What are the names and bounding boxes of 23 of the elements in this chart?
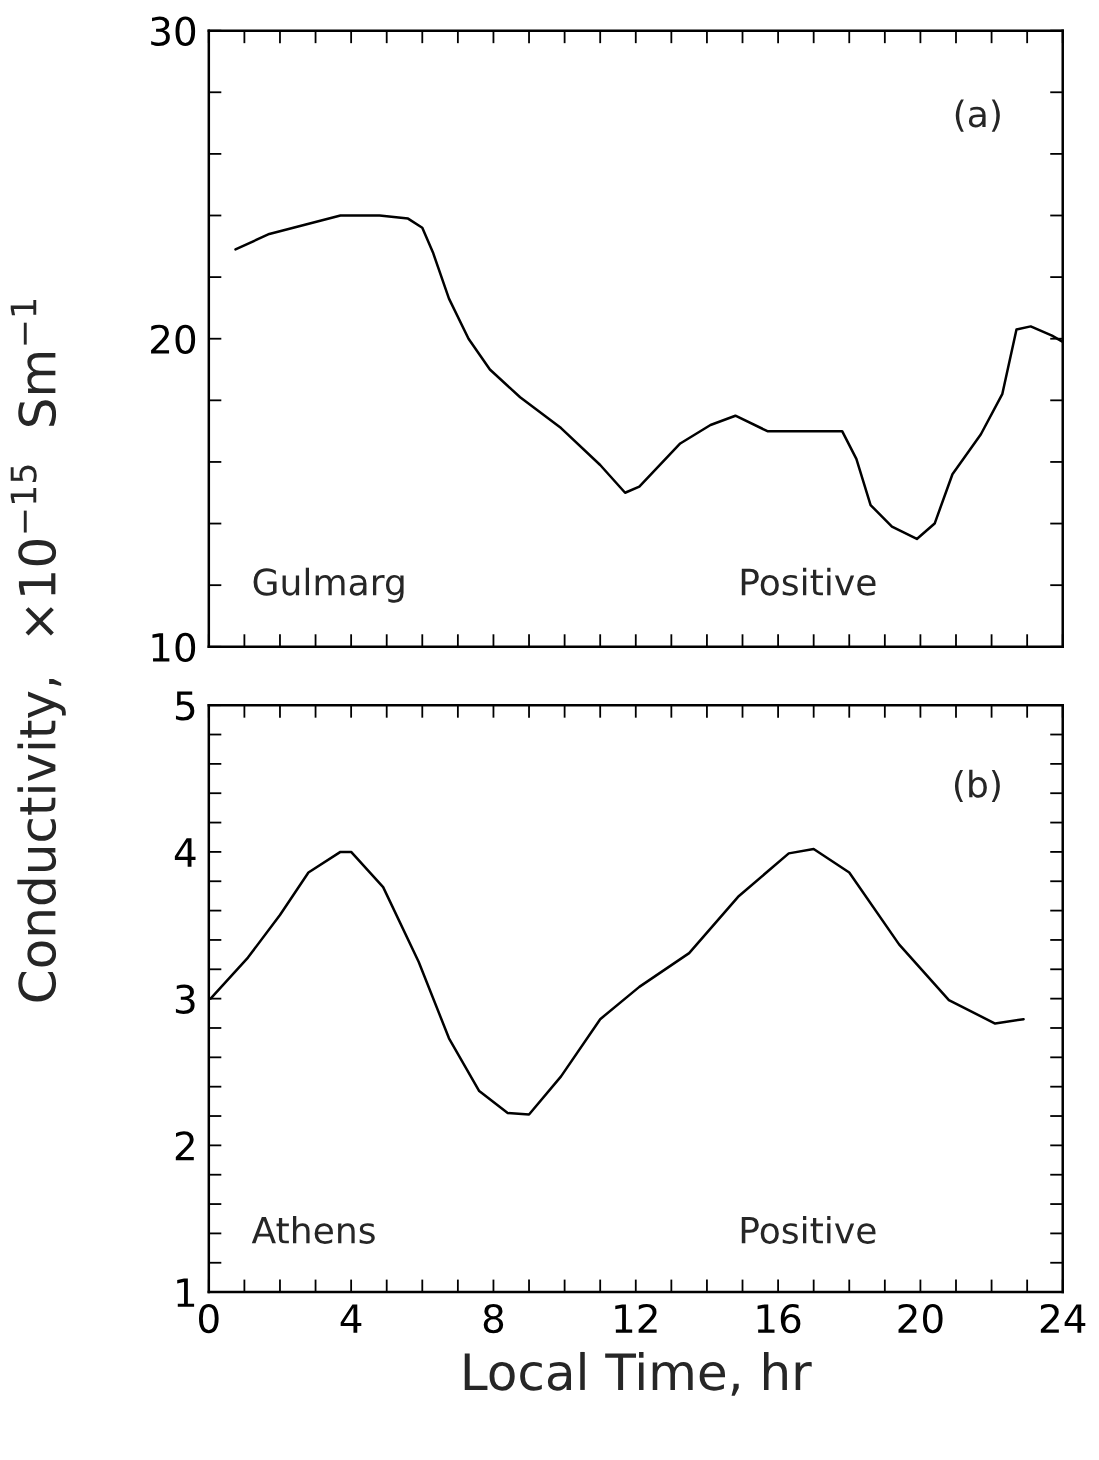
x-tick-label: 4 — [340, 1304, 362, 1333]
annotation: Athens — [251, 1215, 375, 1244]
y-tick-label: 3 — [175, 984, 195, 1014]
x-tick-label: 8 — [483, 1303, 504, 1334]
x-tick-label: 0 — [199, 1303, 219, 1334]
y-tick-label: 1 — [177, 1278, 195, 1307]
annotation: Gulmarg — [253, 567, 404, 603]
y-tick-label: 20 — [151, 324, 196, 355]
annotation: (a) — [955, 99, 1000, 132]
y-tick-label: 30 — [151, 16, 196, 46]
x-tick-label: 20 — [898, 1303, 943, 1334]
x-tick-label: 24 — [1040, 1303, 1086, 1333]
y-tick-label: 5 — [175, 691, 195, 721]
x-axis-title: Local Time, hr — [464, 1351, 812, 1396]
x-tick-label: 12 — [615, 1303, 657, 1333]
annotation: Positive — [741, 1215, 876, 1244]
annotation: Positive — [741, 567, 876, 596]
y-tick-label: 2 — [175, 1131, 194, 1161]
x-tick-label: 16 — [757, 1303, 801, 1334]
y-tick-label: 10 — [152, 632, 196, 663]
y-tick-label: 4 — [174, 838, 196, 867]
annotation: (b) — [954, 769, 1000, 803]
y-axis-title: Conductivity, ×10$^{−15}$ Sm$^{−1}$ — [10, 299, 66, 1002]
